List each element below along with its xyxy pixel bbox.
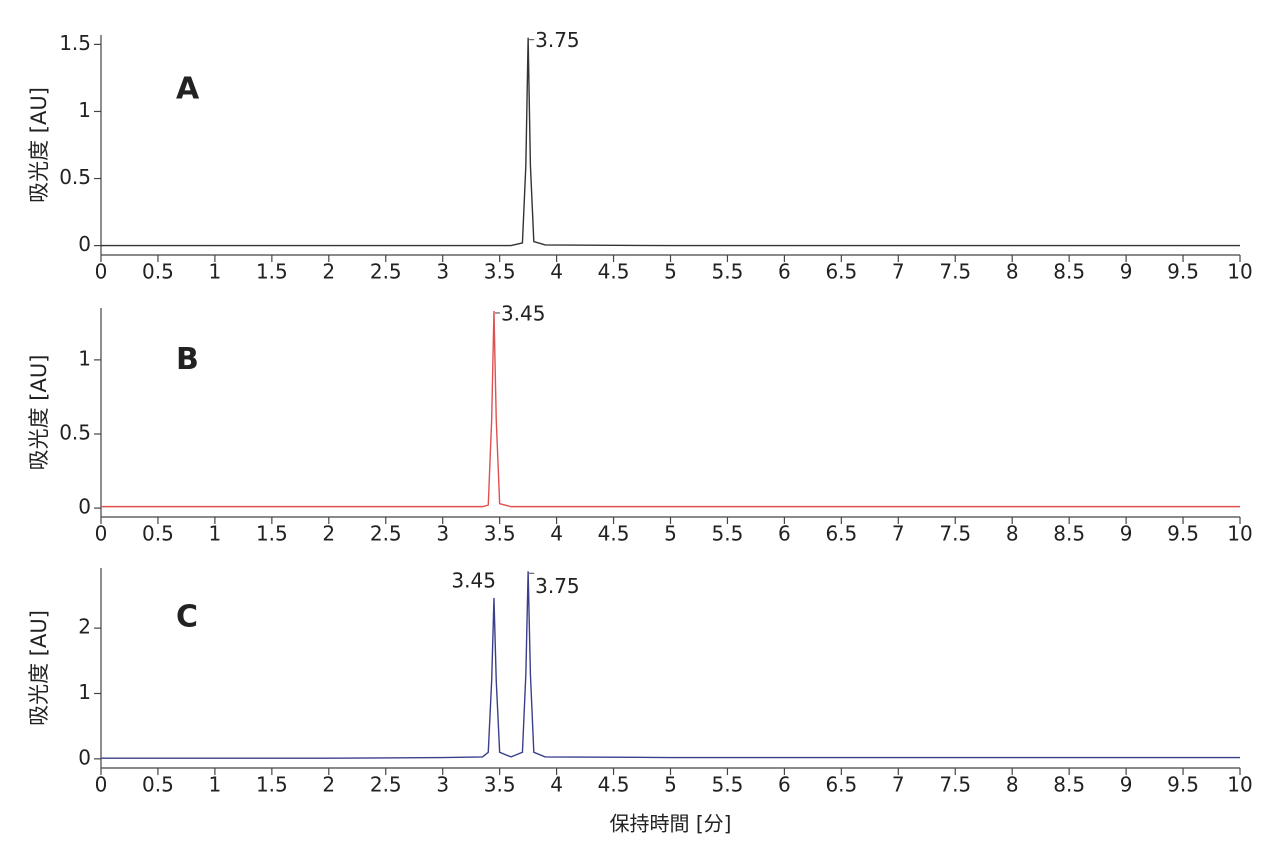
x-tick-label: 9.5 [1167, 260, 1199, 284]
y-tick-label: 1 [78, 98, 91, 122]
y-tick-label: 2 [78, 615, 91, 639]
x-tick-label: 2.5 [370, 522, 402, 546]
panel-label: A [176, 72, 200, 107]
y-tick-label: 0 [78, 745, 91, 769]
x-tick-label: 2.5 [370, 260, 402, 284]
x-tick-label: 0.5 [142, 773, 174, 797]
x-tick-label: 6 [778, 522, 791, 546]
x-tick-label: 7 [892, 522, 905, 546]
x-tick-label: 6 [778, 260, 791, 284]
y-tick-label: 1 [78, 346, 91, 370]
y-axis-label: 吸光度 [AU] [27, 355, 51, 471]
x-tick-label: 5.5 [712, 773, 744, 797]
x-tick-label: 5 [664, 260, 677, 284]
panel-label: C [176, 600, 198, 635]
x-tick-label: 7.5 [939, 522, 971, 546]
y-axis-label: 吸光度 [AU] [27, 610, 51, 726]
x-tick-label: 5.5 [712, 260, 744, 284]
peak-label: 3.75 [535, 28, 580, 52]
x-tick-label: 3 [436, 522, 449, 546]
x-tick-label: 7.5 [939, 773, 971, 797]
x-tick-label: 1 [209, 260, 222, 284]
x-tick-label: 3.5 [484, 522, 516, 546]
peak-label: 3.45 [501, 301, 546, 325]
x-tick-label: 3.5 [484, 260, 516, 284]
x-tick-label: 5.5 [712, 522, 744, 546]
y-tick-label: 0.5 [59, 420, 91, 444]
y-tick-label: 1.5 [59, 31, 91, 55]
x-tick-label: 7 [892, 260, 905, 284]
x-tick-label: 2 [322, 773, 335, 797]
peak-label: 3.75 [535, 574, 580, 598]
x-tick-label: 8.5 [1053, 260, 1085, 284]
x-tick-label: 3 [436, 260, 449, 284]
x-tick-label: 4 [550, 260, 563, 284]
x-tick-label: 6.5 [825, 260, 857, 284]
x-tick-label: 1.5 [256, 260, 288, 284]
x-tick-label: 8 [1006, 260, 1019, 284]
x-tick-label: 4.5 [598, 773, 630, 797]
trace [101, 37, 1240, 247]
y-axis-label: 吸光度 [AU] [27, 87, 51, 203]
x-tick-label: 10 [1227, 260, 1252, 284]
x-tick-label: 9 [1120, 522, 1133, 546]
peak-label: 3.45 [451, 569, 496, 593]
x-tick-label: 1 [209, 522, 222, 546]
x-tick-label: 6 [778, 773, 791, 797]
x-tick-label: 1.5 [256, 522, 288, 546]
x-tick-label: 4.5 [598, 260, 630, 284]
x-tick-label: 10 [1227, 773, 1252, 797]
x-tick-label: 10 [1227, 522, 1252, 546]
x-tick-label: 8 [1006, 773, 1019, 797]
x-tick-label: 1 [209, 773, 222, 797]
x-tick-label: 5 [664, 522, 677, 546]
x-tick-label: 7 [892, 773, 905, 797]
x-tick-label: 1.5 [256, 773, 288, 797]
trace [101, 310, 1240, 508]
x-tick-label: 4 [550, 773, 563, 797]
x-tick-label: 0.5 [142, 522, 174, 546]
x-tick-label: 4.5 [598, 522, 630, 546]
x-tick-label: 2 [322, 260, 335, 284]
x-tick-label: 0 [95, 522, 108, 546]
x-tick-label: 8.5 [1053, 773, 1085, 797]
x-axis-label: 保持時間 [分] [610, 812, 732, 836]
x-tick-label: 4 [550, 522, 563, 546]
x-tick-label: 3 [436, 773, 449, 797]
x-tick-label: 0.5 [142, 260, 174, 284]
x-tick-label: 6.5 [825, 522, 857, 546]
x-tick-label: 9 [1120, 260, 1133, 284]
y-tick-label: 0 [78, 232, 91, 256]
x-tick-label: 5 [664, 773, 677, 797]
x-tick-label: 2 [322, 522, 335, 546]
x-tick-label: 7.5 [939, 260, 971, 284]
x-tick-label: 3.5 [484, 773, 516, 797]
y-tick-label: 0.5 [59, 165, 91, 189]
panel-label: B [176, 342, 199, 377]
x-tick-label: 9 [1120, 773, 1133, 797]
x-tick-label: 9.5 [1167, 522, 1199, 546]
x-tick-label: 8 [1006, 522, 1019, 546]
trace [101, 571, 1240, 759]
x-tick-label: 2.5 [370, 773, 402, 797]
y-tick-label: 0 [78, 495, 91, 519]
y-tick-label: 1 [78, 680, 91, 704]
x-tick-label: 6.5 [825, 773, 857, 797]
x-tick-label: 0 [95, 773, 108, 797]
x-tick-label: 0 [95, 260, 108, 284]
x-tick-label: 8.5 [1053, 522, 1085, 546]
x-tick-label: 9.5 [1167, 773, 1199, 797]
